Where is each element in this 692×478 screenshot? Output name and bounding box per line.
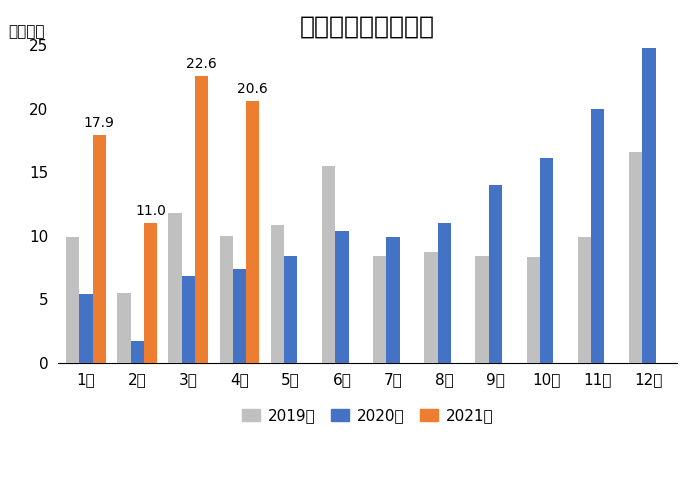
Bar (117, 293, 131, 363)
Bar (322, 166, 335, 363)
Bar (642, 48, 655, 363)
Bar (144, 223, 157, 363)
Bar (168, 213, 182, 363)
Bar (219, 236, 233, 363)
Bar (437, 223, 451, 363)
Bar (66, 237, 80, 363)
Bar (489, 185, 502, 363)
Bar (284, 256, 298, 363)
Bar (93, 135, 106, 363)
Bar (386, 237, 400, 363)
Text: 17.9: 17.9 (84, 116, 115, 130)
Bar (629, 152, 642, 363)
Title: 新能源汽车月度销量: 新能源汽车月度销量 (300, 15, 435, 39)
Bar (373, 256, 386, 363)
Bar (233, 269, 246, 363)
Bar (195, 76, 208, 363)
Text: 20.6: 20.6 (237, 82, 268, 96)
Legend: 2019年, 2020年, 2021年: 2019年, 2020年, 2021年 (235, 402, 500, 429)
Text: 22.6: 22.6 (186, 56, 217, 71)
Bar (540, 158, 553, 363)
Bar (246, 101, 260, 363)
Text: （万辆）: （万辆） (8, 24, 45, 39)
Bar (80, 294, 93, 363)
Bar (271, 226, 284, 363)
Bar (578, 237, 591, 363)
Bar (335, 230, 349, 363)
Bar (131, 341, 144, 363)
Bar (527, 257, 540, 363)
Bar (424, 252, 437, 363)
Bar (182, 276, 195, 363)
Bar (475, 256, 489, 363)
Text: 11.0: 11.0 (135, 204, 166, 218)
Bar (591, 109, 604, 363)
